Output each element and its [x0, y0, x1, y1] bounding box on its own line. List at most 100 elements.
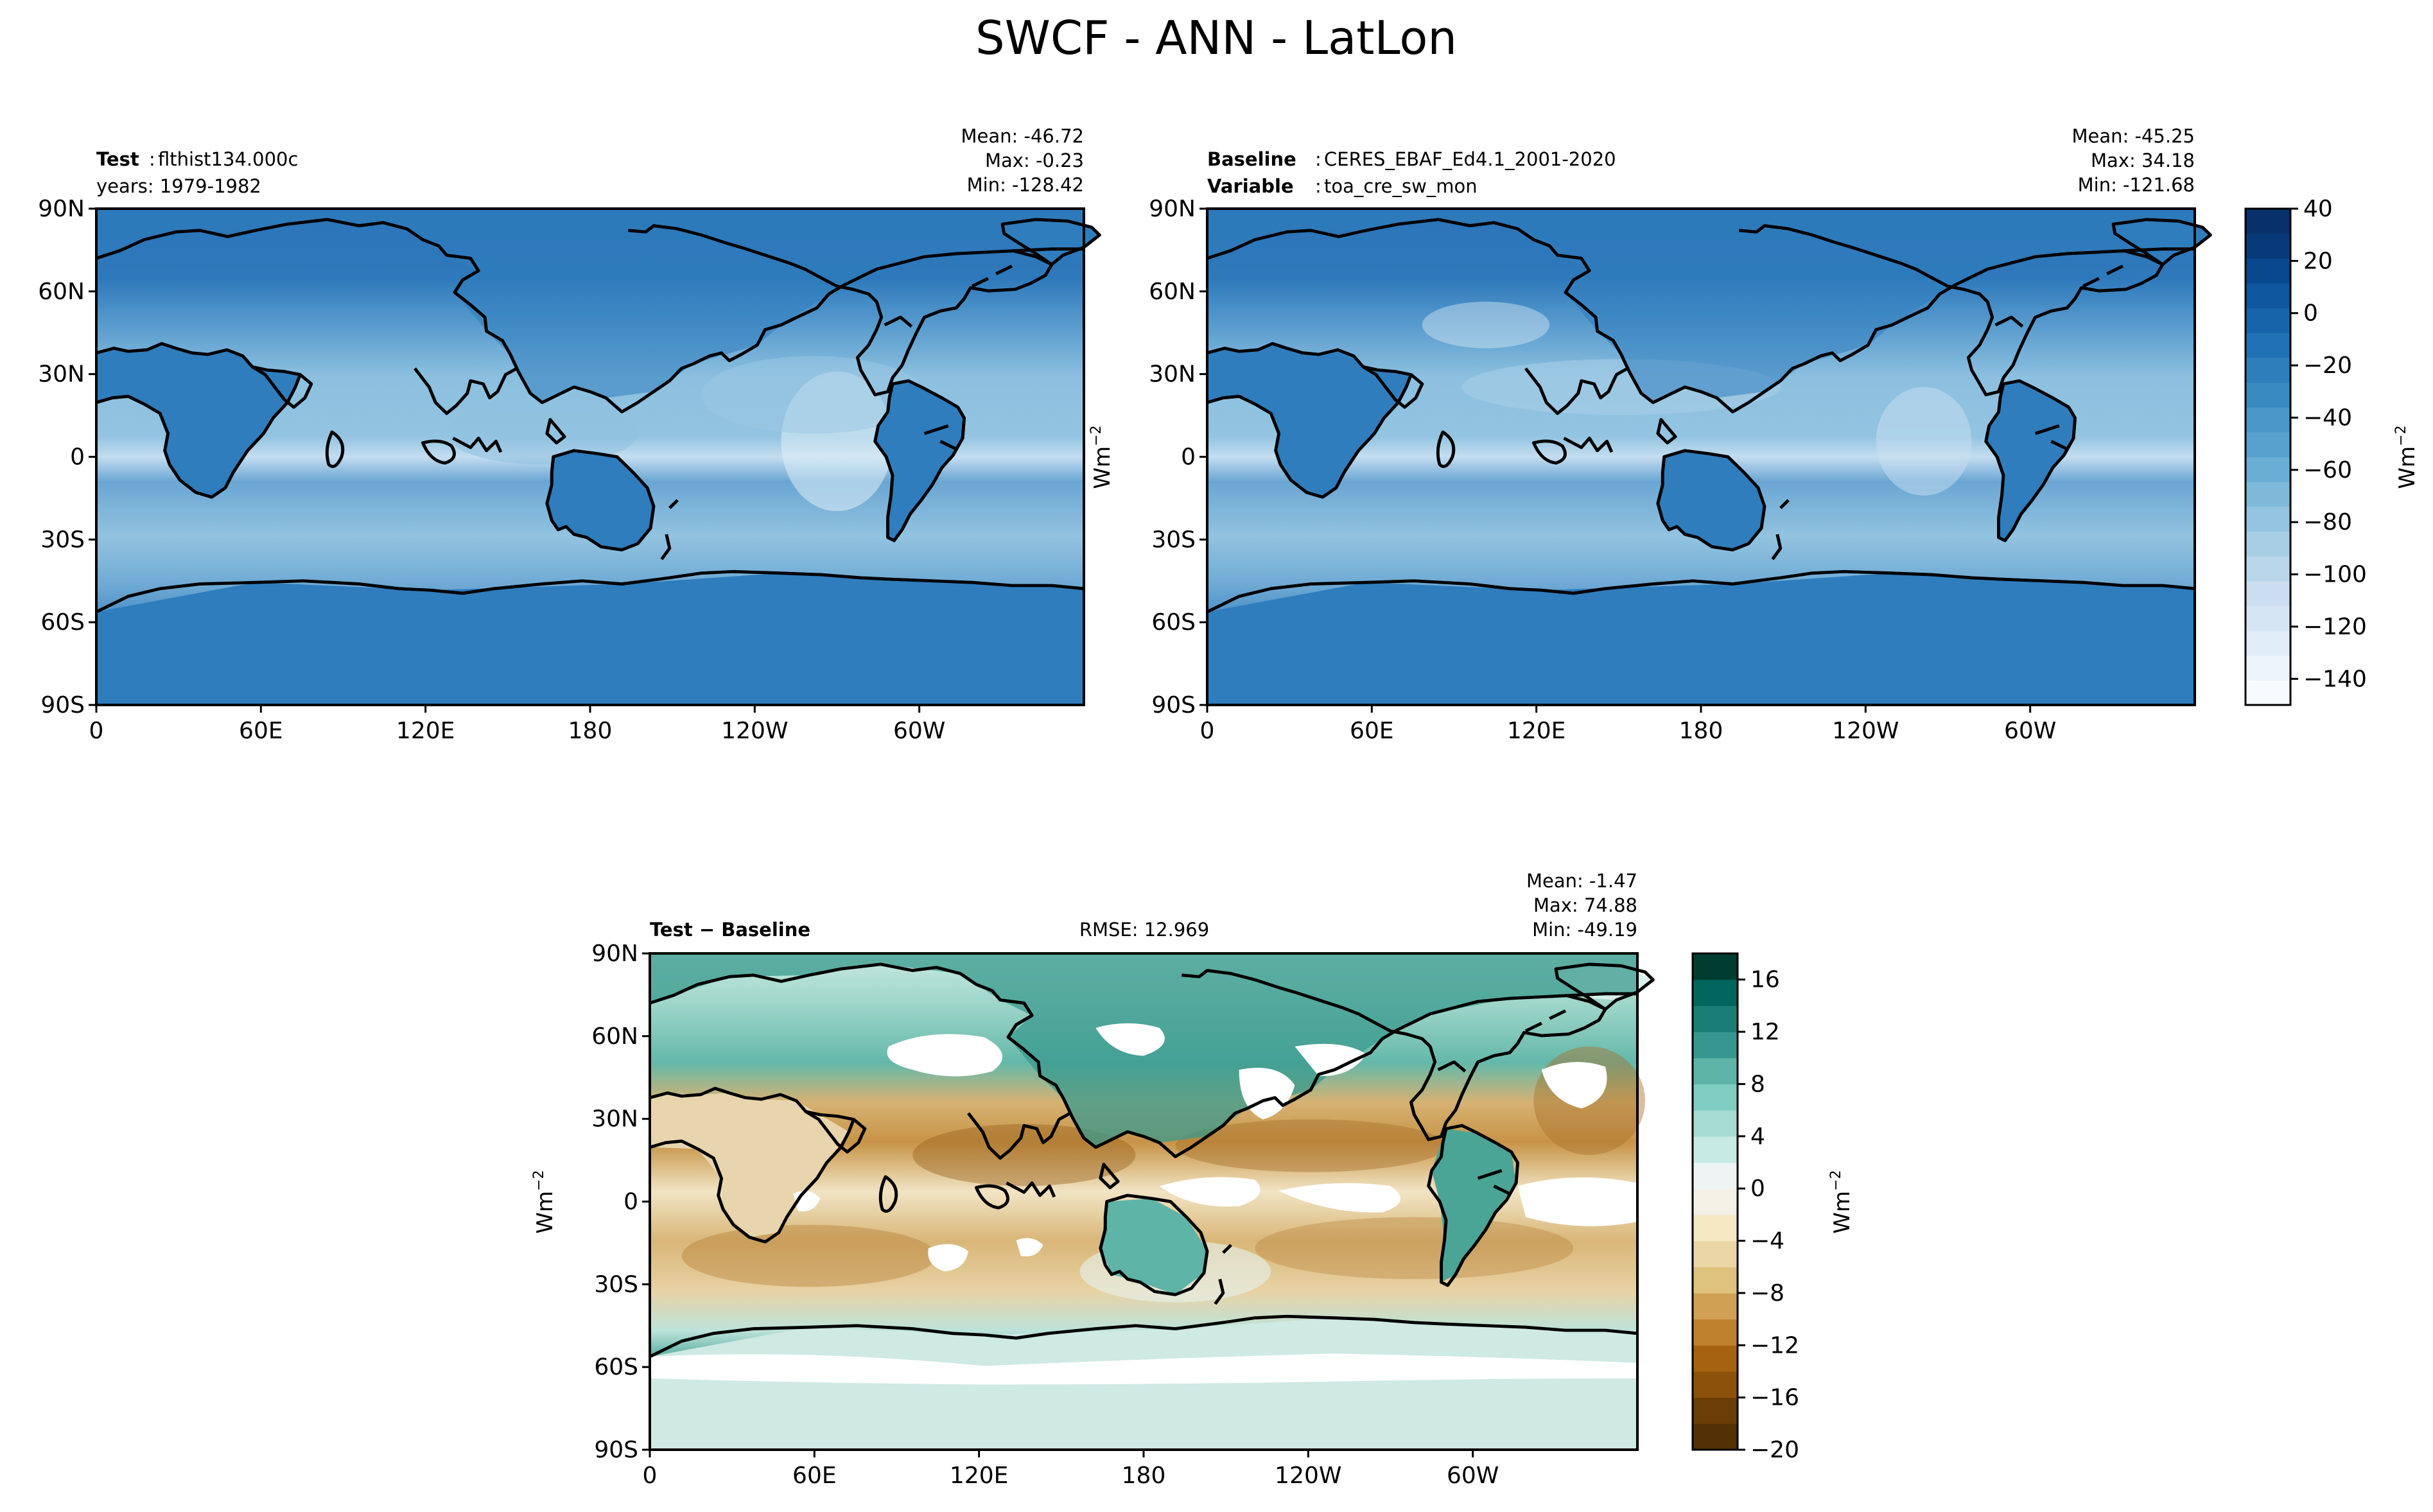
difference-rmse: RMSE: 12.969: [1079, 919, 1209, 941]
colorbar-segment: [1693, 1423, 1738, 1450]
colorbar-segment: [1693, 1397, 1738, 1424]
main-colorbar-label: Wm−2: [2393, 425, 2420, 489]
colorbar-tick-label: −40: [2303, 404, 2352, 431]
difference-x-ticks: 0 60E 120E 180 120W 60W: [643, 1450, 1499, 1489]
y-tick-label: 90S: [1151, 692, 1196, 718]
baseline-label-bold: Baseline: [1207, 148, 1296, 170]
baseline-stat-max: Max: 34.18: [2091, 150, 2195, 171]
test-stat-mean: Mean: -46.72: [961, 125, 1085, 147]
colorbar-tick-label: 0: [1750, 1176, 1765, 1202]
colorbar-segment: [1693, 1084, 1738, 1111]
colorbar-segment: [2246, 407, 2290, 433]
colorbar-tick-label: −20: [1750, 1437, 1799, 1463]
difference-colorbar-ticks: 16 12 8 4 0 −4 −8 −12 −16 −20: [1738, 967, 1799, 1463]
baseline-label-colon: :: [1315, 148, 1321, 170]
difference-colorbar-fill: [1693, 953, 1738, 1450]
colorbar-segment: [2246, 209, 2290, 234]
colorbar-tick-label: 8: [1750, 1071, 1765, 1097]
colorbar-segment: [2246, 655, 2290, 681]
colorbar-segment: [1693, 1005, 1738, 1032]
variable-label-bold: Variable: [1207, 175, 1294, 197]
main-colorbar: 40 20 0 −20 −40 −60 −80 −100 −120 −140 Wm−2: [2244, 196, 2420, 706]
colorbar-tick-label: −20: [2303, 352, 2352, 379]
variable-label-text: toa_cre_sw_mon: [1324, 175, 1478, 197]
test-map: [96, 209, 1099, 705]
y-tick-label: 90S: [594, 1437, 638, 1463]
difference-label-bold: Test − Baseline: [650, 919, 810, 941]
x-tick-label: 60E: [792, 1463, 837, 1489]
colorbar-tick-label: −100: [2303, 562, 2367, 588]
colorbar-tick-label: −140: [2303, 666, 2367, 692]
y-tick-label: 60N: [591, 1023, 638, 1050]
colorbar-tick-label: 0: [2303, 300, 2318, 327]
baseline-stat-min: Min: -121.68: [2078, 174, 2195, 196]
colorbar-segment: [2246, 282, 2290, 309]
y-tick-label: 30N: [591, 1106, 638, 1133]
y-tick-label: 30S: [594, 1271, 638, 1298]
y-tick-label: 60S: [40, 609, 85, 636]
y-tick-label: 90S: [40, 692, 85, 718]
test-y-ticks: 90N 60N 30N 0 30S 60S 90S: [38, 196, 96, 718]
y-tick-label: 30S: [1151, 526, 1196, 553]
x-tick-label: 60W: [893, 718, 945, 744]
variable-label-colon: :: [1315, 175, 1321, 197]
colorbar-tick-label: 16: [1750, 967, 1780, 993]
colorbar-segment: [1693, 1214, 1738, 1242]
y-tick-label: 0: [70, 444, 85, 471]
difference-stat-min: Min: -49.19: [1532, 919, 1637, 941]
main-colorbar-ticks: 40 20 0 −20 −40 −60 −80 −100 −120 −140: [2290, 196, 2367, 692]
baseline-x-ticks: 0 60E 120E 180 120W 60W: [1200, 705, 2056, 744]
baseline-panel: Baseline : CERES_EBAF_Ed4.1_2001-2020 Va…: [1088, 125, 2210, 744]
x-tick-label: 120W: [1275, 1463, 1341, 1489]
colorbar-segment: [2246, 482, 2290, 507]
difference-colorbar-label: Wm−2: [1828, 1170, 1855, 1233]
y-tick-label: 90N: [591, 941, 638, 967]
difference-panel: Test − Baseline RMSE: 12.969 Mean: -1.47…: [531, 870, 1653, 1489]
colorbar-segment: [1693, 1110, 1738, 1137]
y-tick-label: 60N: [1149, 279, 1196, 305]
difference-y-ticks: 90N 60N 30N 0 30S 60S 90S: [591, 941, 650, 1463]
x-tick-label: 180: [568, 718, 613, 744]
colorbar-segment: [2246, 456, 2290, 482]
test-label-colon: :: [149, 148, 155, 170]
colorbar-segment: [2246, 258, 2290, 284]
x-tick-label: 0: [1200, 718, 1215, 744]
y-tick-label: 30S: [40, 526, 85, 553]
x-tick-label: 60W: [2004, 718, 2056, 744]
baseline-map: [1207, 209, 2210, 705]
baseline-label-text: CERES_EBAF_Ed4.1_2001-2020: [1324, 148, 1616, 170]
x-tick-label: 120E: [396, 718, 455, 744]
colorbar-segment: [1693, 1188, 1738, 1215]
y-tick-label: 90N: [38, 196, 85, 222]
y-tick-label: 60S: [1151, 609, 1196, 636]
figure-title: SWCF - ANN - LatLon: [975, 11, 1457, 65]
colorbar-segment: [2246, 382, 2290, 408]
difference-colorbar-frame: [1691, 952, 1739, 1451]
colorbar-segment: [2246, 431, 2290, 458]
y-tick-label: 0: [624, 1189, 638, 1215]
colorbar-segment: [1693, 1136, 1738, 1163]
colorbar-tick-label: 20: [2303, 248, 2333, 274]
difference-stat-max: Max: 74.88: [1533, 894, 1637, 916]
colorbar-segment: [1693, 1032, 1738, 1059]
difference-map: [650, 953, 1653, 1450]
main-colorbar-frame: [2244, 207, 2292, 706]
x-tick-label: 0: [643, 1463, 658, 1489]
colorbar-segment: [1693, 1162, 1738, 1189]
colorbar-segment: [2246, 308, 2290, 333]
colorbar-tick-label: −80: [2303, 509, 2352, 535]
baseline-y-ticks: 90N 60N 30N 0 30S 60S 90S: [1149, 196, 1207, 718]
x-tick-label: 120W: [1832, 718, 1899, 744]
colorbar-tick-label: −60: [2303, 457, 2352, 483]
test-stat-min: Min: -128.42: [967, 174, 1084, 196]
difference-stat-mean: Mean: -1.47: [1526, 870, 1637, 892]
colorbar-tick-label: −8: [1750, 1280, 1784, 1307]
colorbar-segment: [1693, 1345, 1738, 1372]
x-tick-label: 120E: [950, 1463, 1008, 1489]
colorbar-segment: [1693, 953, 1738, 980]
baseline-stat-mean: Mean: -45.25: [2072, 125, 2195, 147]
colorbar-segment: [1693, 1267, 1738, 1294]
x-tick-label: 60E: [239, 718, 283, 744]
colorbar-segment: [1693, 1240, 1738, 1267]
